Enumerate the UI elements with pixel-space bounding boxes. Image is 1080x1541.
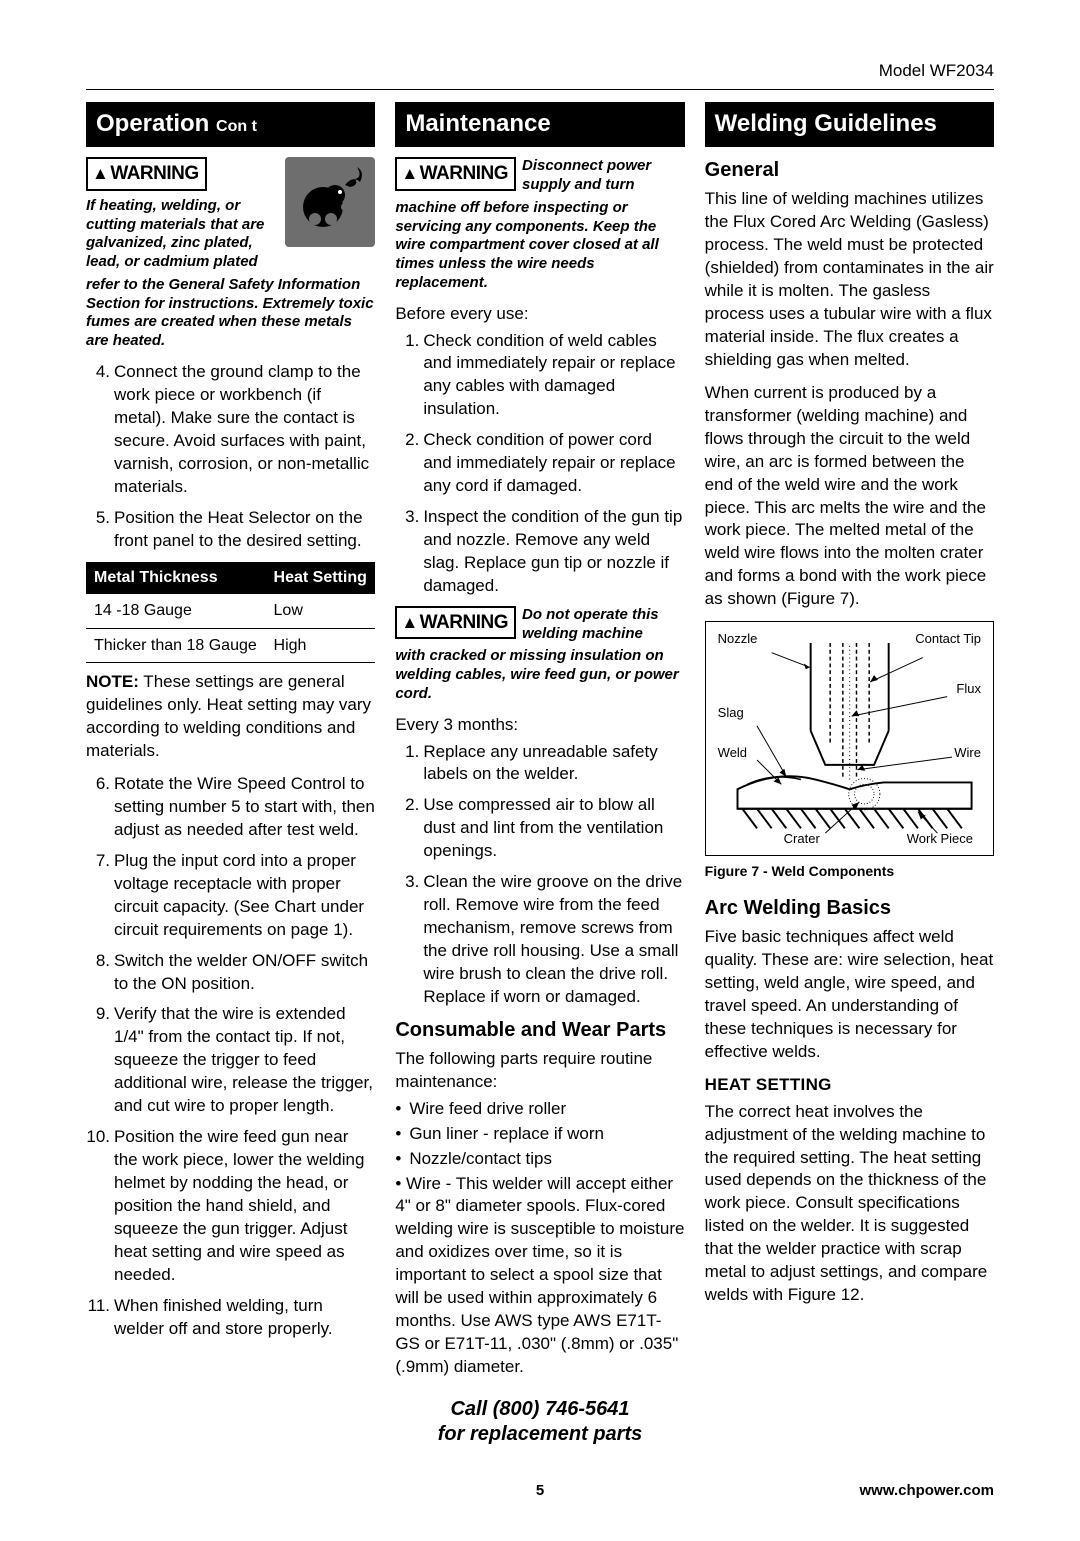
step-11: 11.When finished welding, turn welder of… [114,1295,375,1341]
warning-text-1b: refer to the General Safety Information … [86,276,375,351]
table-head-heat: Heat Setting [266,562,376,594]
warning-3-inline: Do not operate this welding machine [522,606,685,644]
consumable-item: Nozzle/contact tips [409,1148,684,1171]
warning-row-2: ▲WARNING Disconnect power supply and tur… [395,157,684,195]
operation-banner: Operation Con t [86,102,375,147]
footer-url: www.chpower.com [794,1481,994,1501]
consumable-item: Wire feed drive roller [409,1098,684,1121]
warning-triangle-icon: ▲ [401,613,417,632]
operation-banner-text: Operation [96,110,209,137]
figure-caption: Figure 7 - Weld Components [705,862,994,881]
operation-steps-b: 6.Rotate the Wire Speed Control to setti… [86,773,375,1341]
model-number: Model WF2034 [86,60,994,83]
fig-label-contact: Contact Tip [915,630,981,648]
warning-2-inline: Disconnect power supply and turn [522,157,685,195]
table-row: Thicker than 18 Gauge High [86,628,375,663]
operation-steps-a: 4.Connect the ground clamp to the work p… [86,361,375,553]
general-para-1: This line of welding machines utilizes t… [705,188,994,372]
note-label: NOTE: [86,672,139,691]
general-heading: General [705,157,994,184]
step-5: 5.Position the Heat Selector on the fron… [114,507,375,553]
step-10: 10.Position the wire feed gun near the w… [114,1126,375,1287]
note-paragraph: NOTE: These settings are general guideli… [86,671,375,763]
every-3-months: Every 3 months: [395,714,684,737]
warning-3-rest: with cracked or missing insulation on we… [395,647,684,703]
consumable-heading: Consumable and Wear Parts [395,1017,684,1044]
before-every-use: Before every use: [395,303,684,326]
fig-label-slag: Slag [718,704,744,722]
fig-label-wire: Wire [954,744,981,762]
step-6: 6.Rotate the Wire Speed Control to setti… [114,773,375,842]
fig-label-weld: Weld [718,744,747,762]
call-number: Call (800) 746-5641 [395,1397,684,1422]
step-7: 7.Plug the input cord into a proper volt… [114,850,375,942]
call-line: Call (800) 746-5641 for replacement part… [395,1397,684,1447]
columns: Operation Con t ▲WARNING If heating, wel… [86,102,994,1447]
fig-label-workpiece: Work Piece [907,830,973,848]
guidelines-banner: Welding Guidelines [705,102,994,147]
warning-label-3: WARNING [420,612,508,633]
fig-label-flux: Flux [956,680,981,698]
table-row: 14 -18 Gauge Low [86,594,375,628]
every3-steps: 1.Replace any unreadable safety labels o… [395,741,684,1009]
warning-row-3: ▲WARNING Do not operate this welding mac… [395,606,684,644]
fumes-hazard-icon [285,157,375,247]
column-guidelines: Welding Guidelines General This line of … [705,102,994,1447]
warning-badge-1: ▲WARNING [86,157,207,191]
consumable-intro: The following parts require routine main… [395,1048,684,1094]
every3-step-1: 1.Replace any unreadable safety labels o… [423,741,684,787]
weld-diagram-icon [718,634,981,847]
page-number: 5 [286,1481,794,1501]
warning-badge-3: ▲WARNING [395,606,516,640]
page-footer: 5 www.chpower.com [86,1481,994,1501]
maintenance-banner: Maintenance [395,102,684,147]
warning-badge-2: ▲WARNING [395,157,516,191]
warning-triangle-icon: ▲ [401,164,417,183]
operation-banner-suffix: Con t [216,118,257,135]
step-4: 4.Connect the ground clamp to the work p… [114,361,375,499]
every3-step-3: 3.Clean the wire groove on the drive rol… [423,871,684,1009]
step-9: 9.Verify that the wire is extended 1/4" … [114,1003,375,1118]
heat-setting-para: The correct heat involves the adjustment… [705,1101,994,1307]
top-rule [86,89,994,90]
warning-label-2: WARNING [420,163,508,184]
before-step-2: 2.Check condition of power cord and imme… [423,429,684,498]
call-subtitle: for replacement parts [395,1422,684,1447]
heat-setting-table: Metal Thickness Heat Setting 14 -18 Gaug… [86,562,375,663]
consumable-item: Gun liner - replace if worn [409,1123,684,1146]
arc-basics-para: Five basic techniques affect weld qualit… [705,926,994,1064]
column-operation: Operation Con t ▲WARNING If heating, wel… [86,102,375,1447]
warning-text-1a: If heating, welding, or cutting material… [86,197,277,272]
general-para-2: When current is produced by a transforme… [705,382,994,611]
table-head-metal: Metal Thickness [86,562,266,594]
column-maintenance: Maintenance ▲WARNING Disconnect power su… [395,102,684,1447]
before-step-3: 3.Inspect the condition of the gun tip a… [423,506,684,598]
consumable-list: Wire feed drive roller Gun liner - repla… [395,1098,684,1171]
wire-paragraph: • Wire - This welder will accept either … [395,1173,684,1379]
heat-setting-heading: HEAT SETTING [705,1074,994,1097]
before-steps: 1.Check condition of weld cables and imm… [395,330,684,598]
warning-triangle-icon: ▲ [92,164,108,183]
warning-label-1: WARNING [110,163,198,184]
every3-step-2: 2.Use compressed air to blow all dust an… [423,794,684,863]
fig-label-nozzle: Nozzle [718,630,758,648]
before-step-1: 1.Check condition of weld cables and imm… [423,330,684,422]
step-8: 8.Switch the welder ON/OFF switch to the… [114,950,375,996]
fig-label-crater: Crater [784,830,820,848]
arc-basics-heading: Arc Welding Basics [705,895,994,922]
warning-2-rest: machine off before inspecting or servici… [395,199,684,293]
figure-7-box: Nozzle Contact Tip Flux Slag Weld Wire C… [705,621,994,856]
